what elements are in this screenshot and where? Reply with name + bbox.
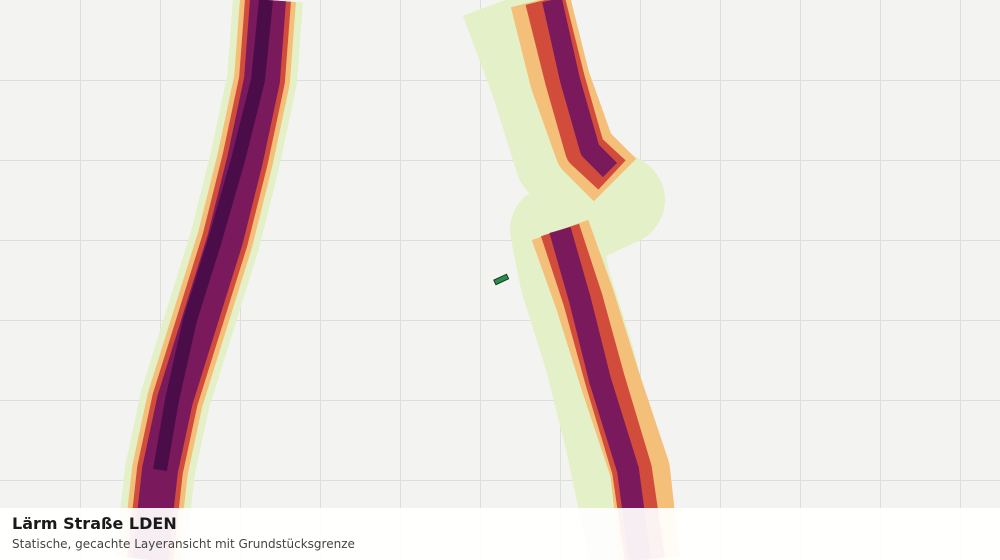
layer-title: Lärm Straße LDEN	[12, 514, 177, 533]
caption-panel: Lärm Straße LDEN Statische, gecachte Lay…	[0, 508, 1000, 560]
parcel-building	[493, 273, 510, 286]
noise-right	[462, 0, 680, 560]
layer-subtitle: Statische, gecachte Layeransicht mit Gru…	[12, 537, 355, 551]
noise-left	[115, 0, 303, 560]
